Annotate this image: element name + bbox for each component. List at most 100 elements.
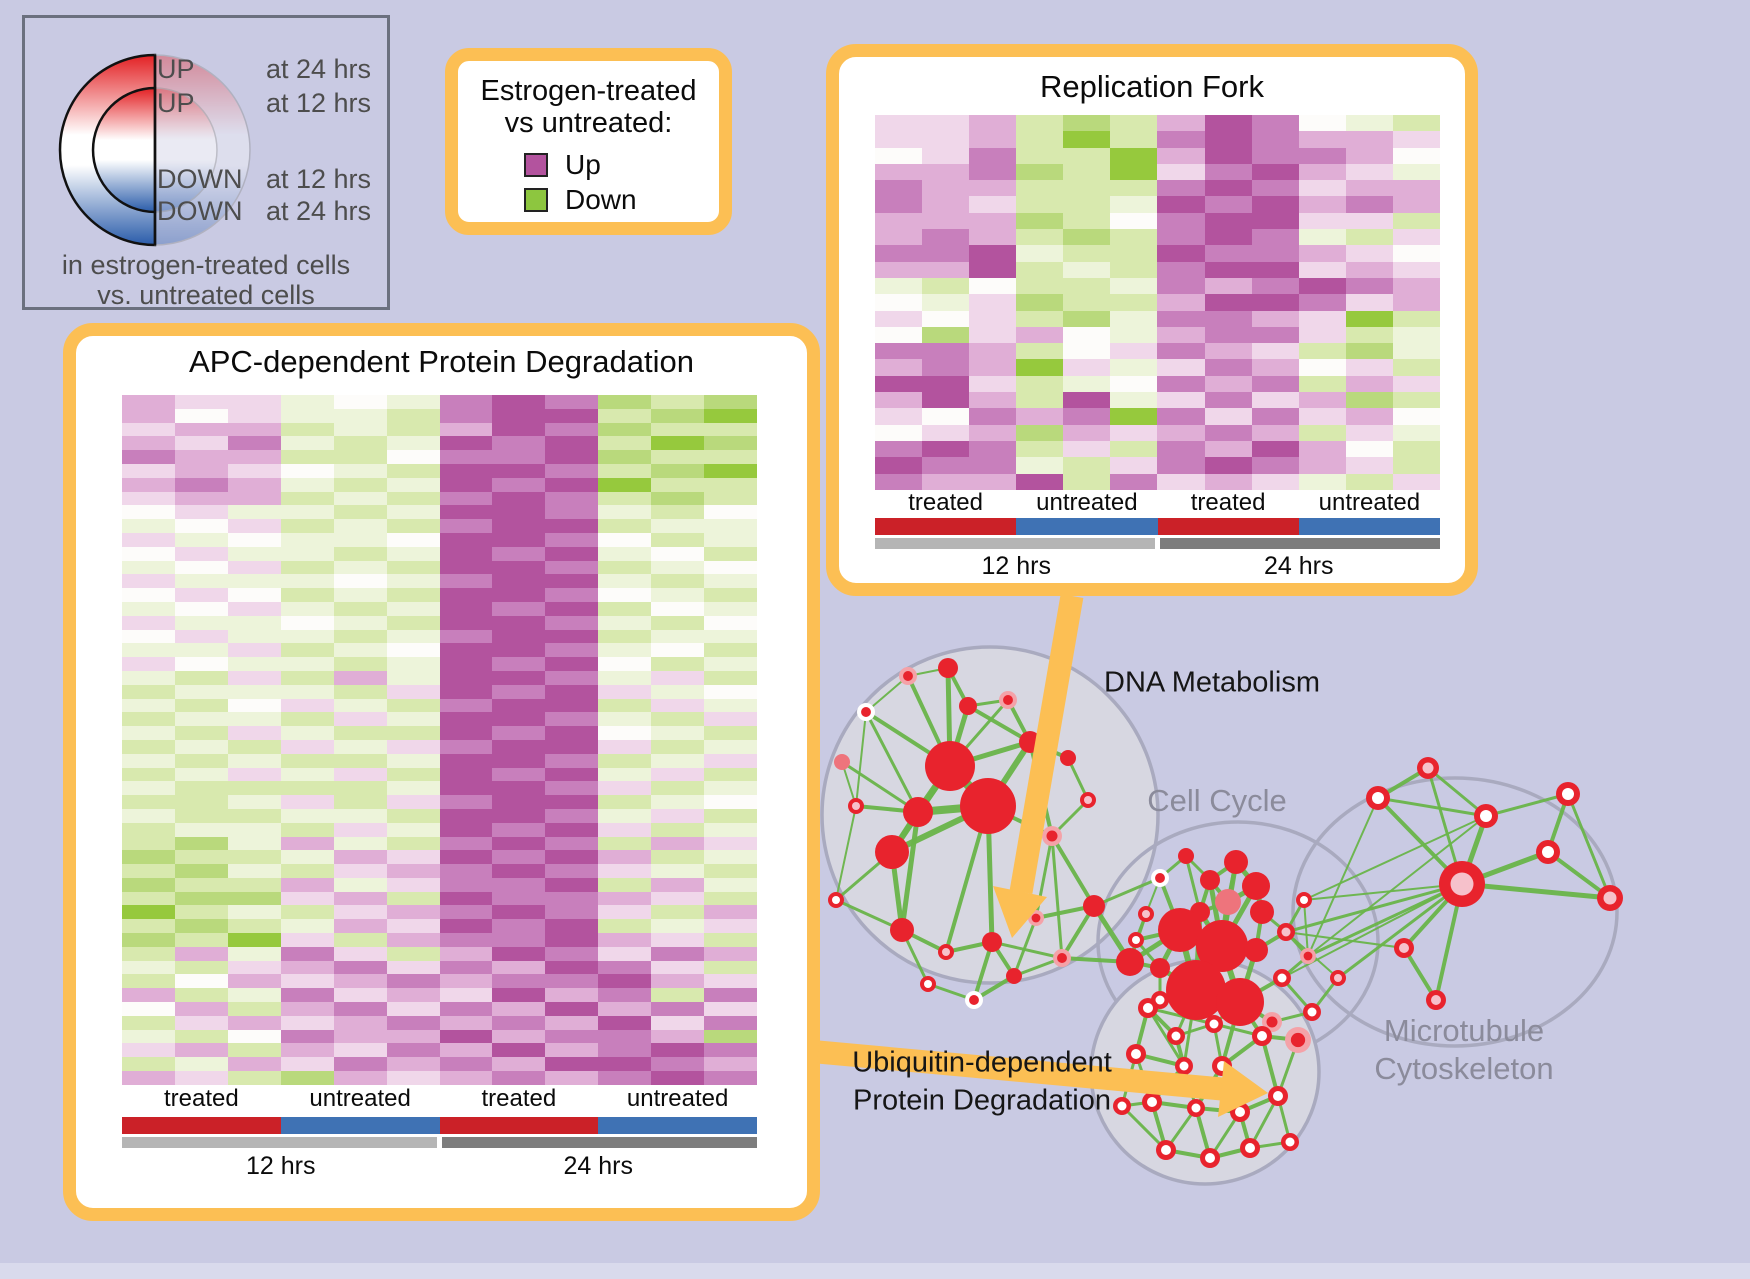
heatmap-cell [280, 974, 334, 989]
heatmap-cell [969, 440, 1017, 458]
heatmap-cell [439, 850, 493, 865]
heatmap-cell [439, 546, 493, 561]
heatmap-cell [122, 588, 175, 602]
heatmap-cell [280, 822, 334, 837]
heatmap-cell [651, 588, 705, 602]
heatmap-cell [1016, 440, 1064, 458]
heatmap-cell [439, 436, 493, 451]
heatmap-cell [227, 1015, 281, 1030]
heatmap-cell [1298, 440, 1346, 458]
heatmap-cell [1157, 473, 1205, 490]
heatmap-cell [545, 1002, 599, 1016]
heatmap-cell [704, 795, 758, 809]
heatmap-cell [651, 767, 705, 782]
network-node [959, 697, 977, 715]
heatmap-cell [439, 836, 493, 851]
heatmap-cell [545, 960, 599, 975]
heatmap-cell [1251, 294, 1299, 311]
heatmap-cell [1063, 277, 1111, 295]
heatmap-cell [227, 795, 281, 809]
heatmap-cell [439, 450, 493, 464]
heatmap-cell [492, 753, 546, 768]
heatmap-cell [1345, 375, 1393, 393]
heatmap-cell [174, 601, 228, 616]
network-node [1187, 1099, 1205, 1117]
heatmap-cell [280, 436, 334, 451]
heatmap-cell [598, 808, 652, 823]
heatmap-cell [227, 974, 281, 989]
heatmap-cell [651, 505, 705, 520]
heatmap-cell [439, 1002, 493, 1016]
heatmap-cell [1204, 294, 1252, 311]
heatmap-cell [545, 864, 599, 878]
heatmap-cell [704, 946, 758, 961]
heatmap-cell [651, 781, 705, 796]
heatmap-cell [1392, 310, 1440, 327]
heatmap-cell [386, 726, 440, 740]
heatmap-cell [1063, 440, 1111, 458]
heatmap-cell [598, 519, 652, 533]
heatmap-cell [1345, 163, 1393, 181]
heatmap-cell [545, 712, 599, 727]
heatmap-cell [439, 505, 493, 520]
heatmap-cell [1063, 163, 1111, 181]
heatmap-cell [1204, 473, 1252, 490]
network-node [1138, 998, 1158, 1018]
heatmap-cell [1016, 196, 1064, 213]
heatmap-cell [651, 808, 705, 823]
heatmap-cell [651, 477, 705, 492]
network-node [1281, 1133, 1299, 1151]
heatmap-cell [280, 808, 334, 823]
heatmap-cell [1110, 229, 1158, 246]
heatmap-cell [492, 463, 546, 478]
apc-group-labels: treated untreated treated untreated [122, 1085, 757, 1113]
heatmap-cell [545, 657, 599, 671]
heatmap-cell [651, 408, 705, 423]
up-color-swatch [524, 153, 548, 177]
network-node [1597, 885, 1623, 911]
cluster-label-cytoskeleton: Cytoskeleton [1374, 1051, 1554, 1086]
network-node [1126, 1044, 1146, 1064]
heatmap-cell [598, 615, 652, 630]
heatmap-cell [1345, 343, 1393, 360]
heatmap-cell [492, 712, 546, 727]
legend-item-down: Down [524, 184, 637, 216]
heatmap-cell [1157, 147, 1205, 164]
heatmap-cell [492, 767, 546, 782]
heatmap-cell [280, 546, 334, 561]
heatmap-cell [651, 726, 705, 740]
heatmap-cell [704, 670, 758, 685]
heatmap-cell [227, 988, 281, 1003]
heatmap-cell [1063, 261, 1111, 278]
heatmap-cell [704, 463, 758, 478]
heatmap-cell [174, 560, 228, 575]
heatmap-cell [492, 657, 546, 671]
heatmap-cell [122, 767, 175, 782]
heatmap-cell [1110, 196, 1158, 213]
heatmap-cell [333, 560, 387, 575]
heatmap-cell [1016, 261, 1064, 278]
heatmap-cell [1157, 326, 1205, 344]
heatmap-cell [704, 1002, 758, 1016]
network-node [890, 918, 914, 942]
heatmap-cell [922, 277, 970, 295]
heatmap-cell [1298, 457, 1346, 474]
heatmap-cell [1298, 310, 1346, 327]
heatmap-cell [704, 477, 758, 492]
heatmap-cell [545, 532, 599, 547]
heatmap-cell [598, 629, 652, 644]
heatmap-cell [1345, 392, 1393, 409]
network-node [1303, 1003, 1321, 1021]
apc-degradation-panel: APC-dependent Protein Degradation treate… [63, 323, 820, 1221]
heatmap-cell [492, 919, 546, 934]
heatmap-cell [922, 212, 970, 230]
heatmap-cell [174, 753, 228, 768]
heatmap-cell [280, 919, 334, 934]
heatmap-cell [122, 933, 175, 947]
heatmap-cell [598, 933, 652, 947]
heatmap-cell [122, 919, 175, 934]
heatmap-cell [492, 670, 546, 685]
heatmap-cell [651, 739, 705, 754]
heatmap-cell [386, 491, 440, 506]
heatmap-cell [386, 808, 440, 823]
